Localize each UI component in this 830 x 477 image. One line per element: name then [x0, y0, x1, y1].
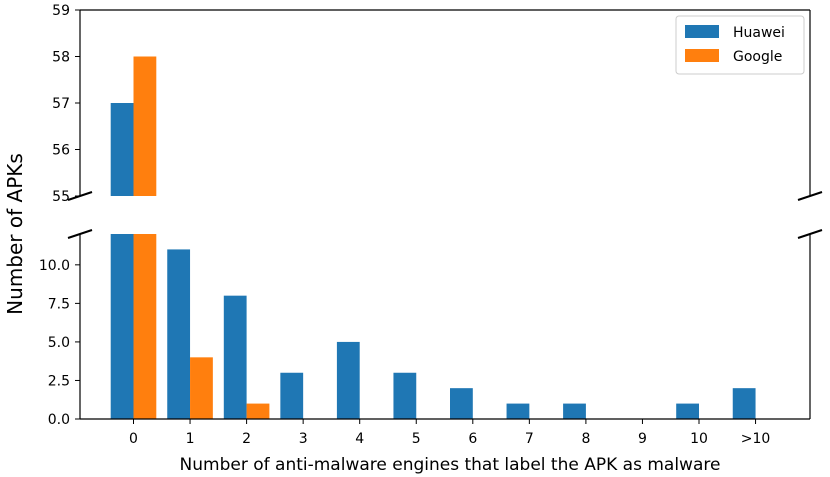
- x-tick-label: 7: [525, 431, 534, 447]
- bar-huawei-2-lower: [223, 295, 247, 419]
- y-tick-label-upper: 59: [52, 3, 70, 19]
- y-tick-label-lower: 2.5: [48, 373, 70, 389]
- x-tick-label: 5: [412, 431, 421, 447]
- x-tick-label: 9: [638, 431, 647, 447]
- x-tick-label: >10: [741, 431, 771, 447]
- x-tick-label: 4: [355, 431, 364, 447]
- bar-huawei-6-lower: [450, 388, 473, 419]
- legend-label-huawei: Huawei: [733, 25, 785, 41]
- y-tick-label-upper: 56: [52, 143, 70, 159]
- x-tick-label: 10: [690, 431, 708, 447]
- axis-break-mark: [797, 191, 823, 201]
- y-tick-label-upper: 58: [52, 50, 70, 66]
- bar-google-1-lower: [190, 357, 213, 419]
- bar-huawei-1-lower: [167, 249, 191, 419]
- x-tick-label: 6: [468, 431, 477, 447]
- bar-huawei-3-lower: [280, 372, 304, 419]
- y-tick-label-upper: 57: [52, 96, 70, 112]
- bars: [110, 56, 756, 419]
- bar-huawei-4-lower: [336, 341, 360, 419]
- bar-huawei-0-upper: [110, 103, 134, 196]
- x-tick-label: 3: [299, 431, 308, 447]
- y-tick-label-lower: 7.5: [48, 296, 70, 312]
- bar-huawei-0-lower: [110, 234, 134, 419]
- y-tick-label-lower: 0.0: [48, 412, 70, 428]
- y-tick-label-upper: 55: [52, 189, 70, 205]
- y-tick-label-lower: 5.0: [48, 335, 70, 351]
- legend: Huawei Google: [675, 15, 805, 75]
- axis-break-mark: [797, 229, 823, 239]
- x-axis-title: Number of anti-malware engines that labe…: [180, 455, 721, 475]
- bar-huawei-7-lower: [506, 403, 530, 419]
- y-tick-label-lower: 10.0: [39, 258, 70, 274]
- legend-label-google: Google: [733, 49, 782, 65]
- bar-google-0-upper: [133, 56, 157, 196]
- legend-swatch-google: [685, 49, 719, 62]
- x-tick-label: 1: [186, 431, 195, 447]
- bar-huawei-10-lower: [676, 403, 699, 419]
- bar-huawei-8-lower: [563, 403, 586, 419]
- axis-break-marks: [67, 191, 823, 239]
- axis-break-mark: [67, 229, 93, 239]
- bar-google-2-lower: [246, 403, 270, 419]
- y-axis-title: Number of APKs: [3, 153, 27, 315]
- axes-lines: [79, 9, 811, 420]
- x-tick-label: 0: [129, 431, 138, 447]
- legend-swatch-huawei: [685, 25, 719, 38]
- bar-huawei-11-lower: [732, 388, 756, 419]
- bar-huawei-5-lower: [393, 372, 417, 419]
- bar-google-0-lower: [133, 234, 157, 419]
- x-tick-label: 2: [242, 431, 251, 447]
- x-tick-label: 8: [581, 431, 590, 447]
